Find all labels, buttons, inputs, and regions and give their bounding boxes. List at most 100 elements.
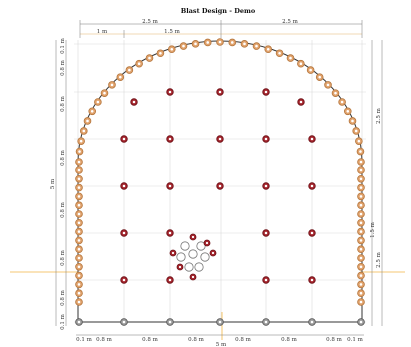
relief-hole (184, 262, 194, 272)
contour-hole (348, 117, 357, 125)
contour-hole (315, 73, 324, 81)
contour-hole (75, 158, 83, 166)
production-hole (308, 229, 316, 237)
contour-hole (357, 158, 365, 166)
contour-hole (75, 289, 83, 298)
contour-hole (100, 89, 109, 97)
contour-hole (357, 280, 365, 289)
diagram-title: Blast Design - Demo (181, 7, 256, 15)
bottom-dim-4: 0.8 m (188, 337, 204, 343)
contour-hole (75, 262, 83, 271)
cut-hole (176, 263, 184, 271)
production-hole (308, 276, 316, 284)
contour-hole (75, 210, 83, 218)
production-hole (262, 276, 270, 284)
contour-hole (357, 166, 365, 174)
contour-hole (116, 73, 125, 81)
bottom-dimensions: 0.1 m 0.8 m 0.8 m 0.8 m 0.8 m 0.8 m 0.8 … (76, 334, 364, 347)
bottom-dim-7: 0.8 m (326, 337, 342, 343)
contour-hole (75, 280, 83, 289)
contour-hole (75, 183, 83, 192)
left-dim-upper-1: 0.8 m (60, 59, 66, 75)
production-hole (308, 135, 316, 143)
left-dim-bottom-small: 0.1 m (60, 313, 66, 329)
contour-hole (75, 201, 83, 210)
production-hole (308, 182, 316, 190)
contour-hole (357, 298, 365, 306)
contour-hole (203, 38, 212, 47)
production-hole (297, 98, 305, 106)
left-dim-upper-2: 0.8 m (60, 95, 66, 111)
cut-hole (169, 249, 177, 257)
left-dim-upper-3: 0.8 m (60, 149, 66, 165)
lifter-hole (262, 318, 270, 326)
contour-hole (135, 59, 143, 68)
contour-hole (145, 54, 154, 62)
production-hole (262, 135, 270, 143)
production-hole (120, 182, 128, 190)
contour-hole (357, 192, 365, 201)
production-hole (216, 182, 224, 190)
lifter-hole (75, 318, 83, 326)
cut-hole (189, 233, 197, 241)
contour-hole (357, 271, 365, 280)
left-dim-upper-4: 0.8 m (60, 201, 66, 217)
contour-hole (75, 236, 83, 245)
contour-hole (324, 81, 332, 89)
production-hole (216, 88, 224, 96)
relief-hole (196, 241, 206, 251)
contour-hole (75, 192, 83, 201)
contour-hole (331, 89, 340, 97)
left-dim-top-small: 0.1 m (60, 37, 66, 53)
top-dim-seg-a: 1 m (97, 29, 108, 35)
contour-hole (275, 49, 284, 58)
bottom-dim-3: 0.8 m (142, 337, 158, 343)
contour-hole (179, 42, 188, 50)
drill-holes (75, 38, 365, 326)
contour-hole (108, 81, 116, 89)
contour-hole (338, 98, 346, 106)
production-hole (262, 182, 270, 190)
production-hole (166, 182, 174, 190)
contour-hole (75, 298, 83, 306)
right-dim-lower-a: 1.5 m (370, 221, 376, 237)
production-hole (166, 88, 174, 96)
right-dimensions: 2.5 m 1.5 m 2.5 m (370, 40, 383, 326)
contour-hole (75, 254, 83, 262)
production-hole (120, 229, 128, 237)
contour-hole (191, 40, 200, 48)
contour-hole (357, 175, 365, 183)
contour-hole (75, 245, 83, 254)
cut-hole (189, 273, 197, 281)
left-dim-overall: 5 m (50, 178, 56, 189)
bottom-dim-overall: 5 m (216, 342, 227, 347)
contour-hole (357, 245, 365, 254)
contour-hole (75, 175, 83, 183)
contour-hole (75, 147, 84, 156)
bottom-dim-8: 0.1 m (347, 337, 363, 343)
bottom-dim-1: 0.1 m (76, 337, 92, 343)
contour-hole (357, 262, 365, 271)
contour-hole (156, 49, 165, 58)
production-hole (120, 276, 128, 284)
left-dim-upper-5: 0.8 m (60, 249, 66, 265)
lifter-hole (308, 318, 316, 326)
relief-hole (180, 241, 190, 251)
bottom-dim-5: 0.8 m (235, 337, 251, 343)
production-hole (166, 276, 174, 284)
contour-hole (216, 38, 224, 46)
top-dimensions: 2.5 m 2.5 m 1 m 1.5 m (79, 19, 363, 38)
contour-hole (80, 127, 88, 135)
contour-hole (88, 107, 97, 116)
relief-hole (200, 252, 210, 262)
contour-hole (228, 38, 237, 47)
contour-hole (252, 42, 261, 50)
contour-hole (77, 137, 85, 145)
relief-hole (176, 252, 186, 262)
contour-hole (357, 210, 365, 218)
contour-hole (83, 117, 92, 125)
contour-hole (357, 219, 365, 227)
contour-hole (286, 54, 295, 62)
production-hole (166, 229, 174, 237)
